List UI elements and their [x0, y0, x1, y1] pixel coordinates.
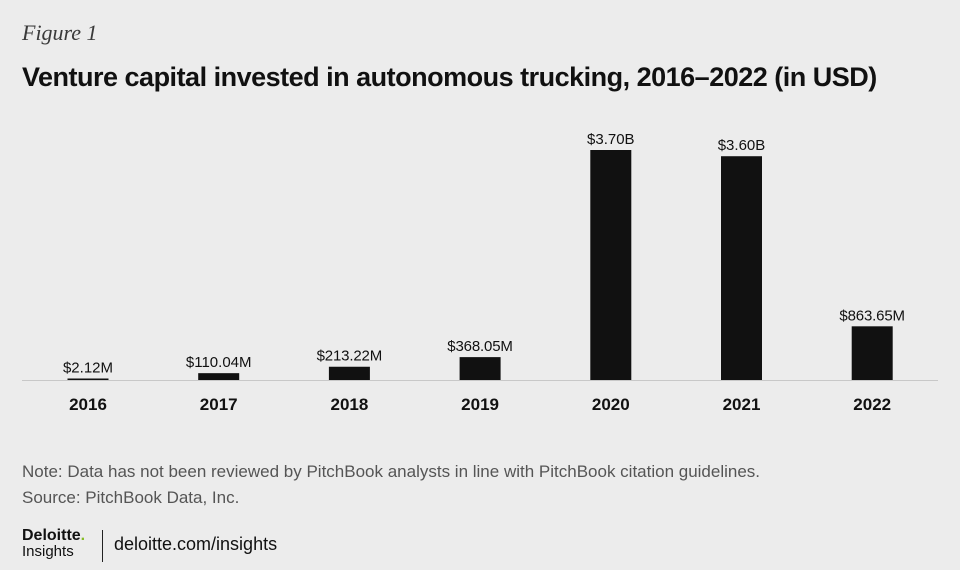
x-tick-2021: 2021 [723, 395, 761, 414]
data-label-2020: $3.70B [587, 131, 635, 148]
deloitte-insights-logo: Deloitte. Insights [22, 528, 85, 560]
bar-2017 [198, 373, 240, 380]
bar-2021 [721, 156, 762, 380]
x-tick-2022: 2022 [853, 395, 891, 414]
x-tick-2016: 2016 [69, 395, 107, 414]
brand-sub: Insights [22, 543, 74, 560]
bar-chart: $2.12M 2016 $110.04M 2017 $213.22M 2018 $368.0… [22, 131, 938, 414]
data-label-2019: $368.05M [447, 338, 513, 355]
figure-label: Figure 1 [22, 20, 98, 45]
brand-dot: . [80, 527, 86, 544]
bar-2016 [67, 378, 109, 380]
data-label-2018: $213.22M [317, 348, 383, 365]
x-tick-2019: 2019 [461, 395, 499, 414]
x-tick-2017: 2017 [200, 395, 238, 414]
footer-divider [102, 530, 103, 562]
website-link[interactable]: deloitte.com/insights [114, 534, 278, 554]
x-tick-2018: 2018 [330, 395, 368, 414]
chart-notes: Note: Data has not been reviewed by Pitc… [22, 459, 760, 511]
chart-title: Venture capital invested in autonomous t… [22, 62, 877, 92]
note-text: Note: Data has not been reviewed by Pitc… [22, 462, 761, 481]
bar-2020 [590, 150, 632, 380]
bar-2022 [851, 326, 893, 380]
x-tick-2020: 2020 [592, 395, 630, 414]
data-label-2016: $2.12M [63, 360, 113, 377]
data-label-2022: $863.65M [839, 307, 905, 324]
brand-name: Deloitte [22, 527, 81, 544]
data-label-2017: $110.04M [186, 354, 252, 371]
bar-2019 [459, 357, 501, 380]
bar-2018 [328, 366, 370, 380]
data-label-2021: $3.60B [718, 137, 766, 154]
source-text: Source: PitchBook Data, Inc. [22, 488, 240, 507]
